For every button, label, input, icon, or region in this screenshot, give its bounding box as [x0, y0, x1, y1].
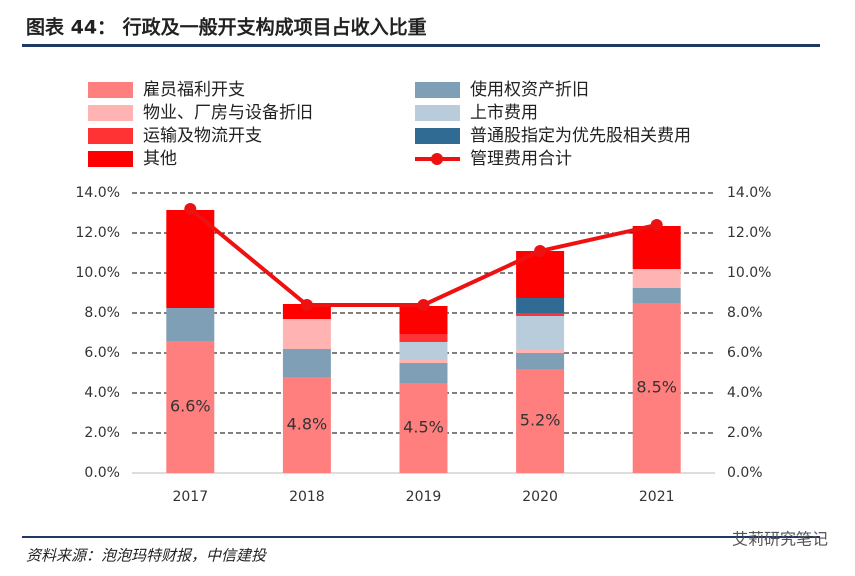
data-label: 8.5%	[636, 378, 677, 397]
legend-label: 普通股指定为优先股相关费用	[470, 126, 691, 146]
bar-segment	[632, 303, 681, 473]
x-tick-label: 2019	[406, 489, 442, 505]
bar-segment	[166, 308, 215, 341]
bar-segment	[282, 377, 331, 473]
bar-segment	[632, 269, 681, 288]
bar-segment	[516, 369, 565, 473]
bar-segment	[399, 334, 448, 342]
y2-tick-label: 14.0%	[727, 185, 771, 201]
bar-segment	[516, 313, 565, 316]
legend-swatch	[88, 128, 133, 144]
footer-rule	[22, 536, 820, 538]
y-tick-label: 8.0%	[84, 305, 120, 321]
bar-segment	[399, 363, 448, 383]
bar-segment	[516, 353, 565, 369]
legend-label: 雇员福利开支	[143, 80, 245, 100]
bar-segment	[166, 341, 215, 473]
legend-swatch	[415, 82, 460, 98]
y-tick-label: 2.0%	[84, 425, 120, 441]
y-tick-label: 4.0%	[84, 385, 120, 401]
x-tick-label: 2017	[172, 489, 208, 505]
total-marker	[184, 203, 197, 215]
y-tick-label: 6.0%	[84, 345, 120, 361]
legend-swatch	[415, 128, 460, 144]
x-tick-label: 2018	[289, 489, 325, 505]
total-marker	[650, 219, 663, 231]
data-label: 4.5%	[403, 418, 444, 437]
bar-segment	[516, 350, 565, 353]
bar-segment	[399, 342, 448, 360]
chart-title: 图表 44： 行政及一般开支构成项目占收入比重	[26, 16, 427, 39]
legend-label: 其他	[143, 149, 177, 169]
legend-label: 运输及物流开支	[143, 126, 262, 146]
legend-swatch	[88, 105, 133, 121]
y-tick-label: 0.0%	[84, 465, 120, 481]
y2-tick-label: 8.0%	[727, 305, 763, 321]
title-rule	[22, 44, 820, 47]
y2-tick-label: 0.0%	[727, 465, 763, 481]
bar-segment	[282, 304, 331, 319]
y2-tick-label: 4.0%	[727, 385, 763, 401]
legend-label: 使用权资产折旧	[470, 79, 589, 100]
data-label: 5.2%	[520, 411, 561, 430]
total-marker	[534, 245, 547, 257]
y-tick-label: 10.0%	[76, 265, 120, 281]
bar-segment	[399, 383, 448, 473]
watermark: 艾莉研究笔记	[732, 530, 828, 549]
y-tick-label: 14.0%	[76, 185, 120, 201]
total-line	[189, 207, 658, 307]
legend-label: 物业、厂房与设备折旧	[143, 103, 313, 123]
legend-swatch	[415, 105, 460, 121]
bar-segment	[632, 288, 681, 303]
total-marker	[417, 299, 430, 311]
legend-swatch	[88, 151, 133, 167]
bar-segment	[282, 319, 331, 349]
legend-swatch	[88, 82, 133, 98]
data-label: 4.8%	[287, 415, 328, 434]
bar-segment	[516, 316, 565, 350]
y-tick-label: 12.0%	[76, 225, 120, 241]
legend-label: 上市费用	[470, 103, 538, 123]
y2-tick-label: 10.0%	[727, 265, 771, 281]
x-tick-label: 2021	[639, 489, 675, 505]
x-tick-label: 2020	[522, 489, 558, 505]
y2-tick-label: 6.0%	[727, 345, 763, 361]
y2-tick-label: 2.0%	[727, 425, 763, 441]
y2-tick-label: 12.0%	[727, 225, 771, 241]
bar-segment	[399, 360, 448, 363]
data-label: 6.6%	[170, 397, 211, 416]
bar-segment	[516, 298, 565, 313]
total-marker	[300, 299, 313, 311]
source: 资料来源：泡泡玛特财报，中信建投	[26, 547, 268, 565]
legend-marker	[431, 153, 443, 165]
bar-segment	[632, 226, 681, 269]
bar-segment	[166, 210, 215, 308]
legend-label: 管理费用合计	[470, 149, 572, 169]
bar-segment	[282, 349, 331, 377]
